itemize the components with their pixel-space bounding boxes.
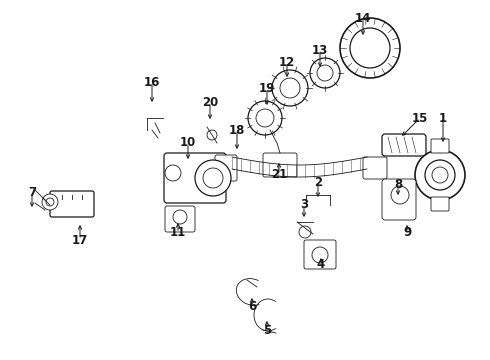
Text: 8: 8 [394, 179, 402, 192]
Text: 19: 19 [259, 81, 275, 94]
FancyBboxPatch shape [215, 155, 237, 181]
FancyBboxPatch shape [431, 139, 449, 153]
Circle shape [340, 18, 400, 78]
Text: 14: 14 [355, 12, 371, 24]
Text: 20: 20 [202, 95, 218, 108]
FancyBboxPatch shape [382, 134, 426, 156]
Text: 1: 1 [439, 112, 447, 125]
FancyBboxPatch shape [382, 179, 416, 220]
Circle shape [280, 78, 300, 98]
Circle shape [256, 109, 274, 127]
Circle shape [432, 167, 448, 183]
Text: 9: 9 [403, 226, 411, 239]
Circle shape [391, 186, 409, 204]
Circle shape [317, 65, 333, 81]
Circle shape [272, 70, 308, 106]
Text: 12: 12 [279, 55, 295, 68]
FancyBboxPatch shape [304, 240, 336, 269]
Circle shape [42, 194, 58, 210]
Text: 4: 4 [317, 258, 325, 271]
Circle shape [203, 168, 223, 188]
Circle shape [46, 198, 54, 206]
FancyBboxPatch shape [164, 153, 226, 203]
Text: 11: 11 [170, 226, 186, 239]
Circle shape [248, 101, 282, 135]
Text: 13: 13 [312, 44, 328, 57]
Circle shape [425, 160, 455, 190]
FancyBboxPatch shape [431, 197, 449, 211]
Text: 16: 16 [144, 76, 160, 89]
Circle shape [350, 28, 390, 68]
Circle shape [195, 160, 231, 196]
FancyBboxPatch shape [263, 153, 297, 177]
Circle shape [312, 247, 328, 263]
FancyBboxPatch shape [50, 191, 94, 217]
Text: 7: 7 [28, 185, 36, 198]
Text: 17: 17 [72, 234, 88, 247]
Text: 3: 3 [300, 198, 308, 211]
Circle shape [299, 226, 311, 238]
Text: 10: 10 [180, 136, 196, 149]
Text: 5: 5 [263, 324, 271, 337]
Text: 6: 6 [248, 301, 256, 314]
Circle shape [165, 165, 181, 181]
Text: 2: 2 [314, 176, 322, 189]
Text: 21: 21 [271, 168, 287, 181]
Circle shape [173, 210, 187, 224]
Text: 15: 15 [412, 112, 428, 125]
FancyBboxPatch shape [165, 206, 195, 232]
Circle shape [207, 130, 217, 140]
Circle shape [415, 150, 465, 200]
Text: 18: 18 [229, 123, 245, 136]
FancyBboxPatch shape [363, 157, 387, 179]
Circle shape [310, 58, 340, 88]
